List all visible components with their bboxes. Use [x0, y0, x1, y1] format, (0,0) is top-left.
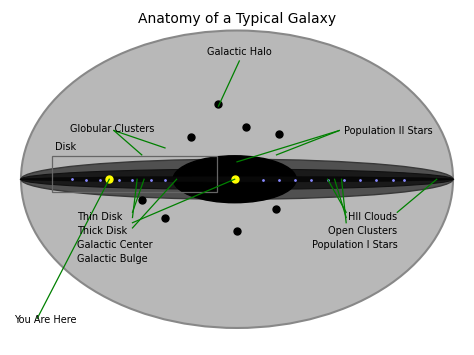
- Ellipse shape: [20, 176, 454, 182]
- Text: Thin Disk
Thick Disk
Galactic Center
Galactic Bulge: Thin Disk Thick Disk Galactic Center Gal…: [77, 212, 152, 264]
- Text: Globular Clusters: Globular Clusters: [70, 124, 154, 134]
- Ellipse shape: [173, 156, 296, 203]
- Ellipse shape: [21, 159, 453, 199]
- Text: HII Clouds
Open Clusters
Population I Stars: HII Clouds Open Clusters Population I St…: [311, 212, 397, 250]
- Text: Galactic Halo: Galactic Halo: [207, 48, 272, 58]
- Text: Population II Stars: Population II Stars: [344, 126, 432, 136]
- Text: You Are Here: You Are Here: [14, 315, 76, 325]
- Ellipse shape: [21, 169, 453, 189]
- Ellipse shape: [21, 31, 453, 328]
- Text: Anatomy of a Typical Galaxy: Anatomy of a Typical Galaxy: [138, 12, 336, 26]
- Text: Disk: Disk: [55, 142, 76, 152]
